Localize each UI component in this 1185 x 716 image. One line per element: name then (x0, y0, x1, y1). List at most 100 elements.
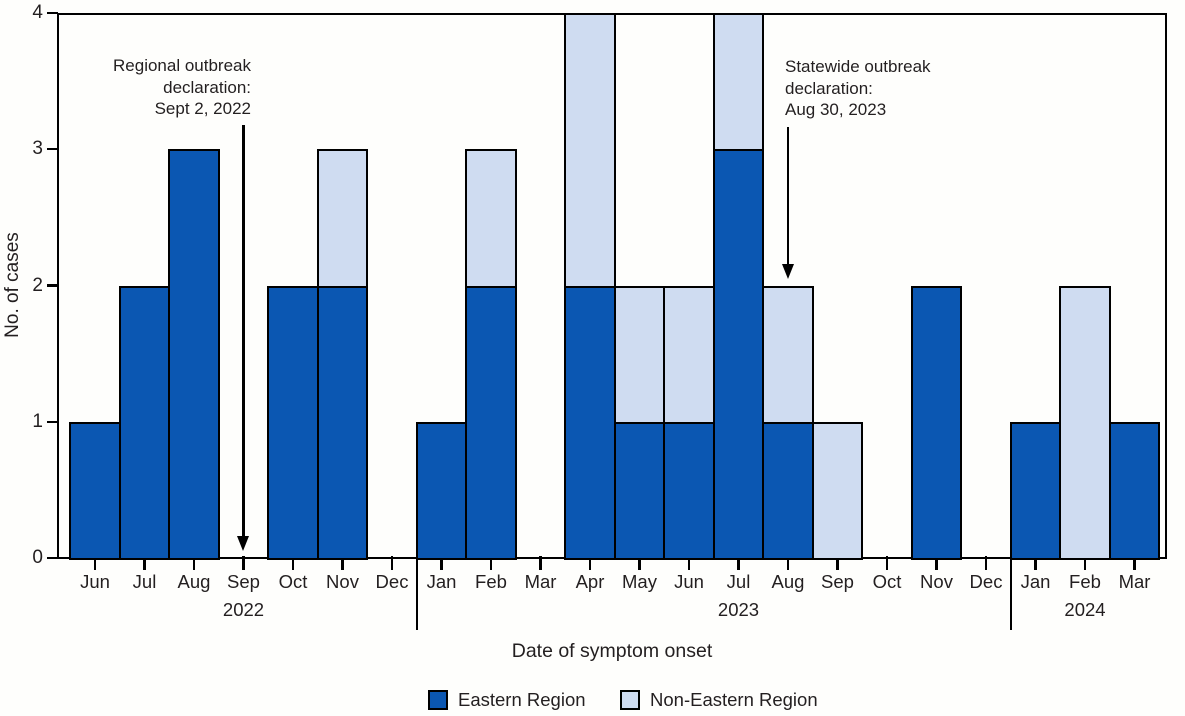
y-axis-tick (47, 11, 58, 15)
bar-segment-non-eastern (1059, 285, 1111, 560)
x-axis-title: Date of symptom onset (511, 640, 713, 662)
bar-segment-eastern (316, 285, 369, 560)
x-axis-year-label: 2024 (1064, 599, 1106, 620)
x-axis-month-label: Jun (80, 571, 110, 592)
x-axis-tick (1083, 556, 1087, 570)
y-axis-tick-label: 1 (32, 410, 43, 432)
x-axis-tick (143, 556, 146, 570)
annotation-text-line: Regional outbreak (113, 56, 251, 75)
legend-swatch (428, 690, 448, 710)
year-divider-line (415, 556, 418, 630)
year-divider-line (1009, 556, 1012, 630)
x-axis-tick (687, 556, 691, 570)
bar-segment-eastern (465, 285, 517, 560)
annotation-arrow-head (237, 536, 249, 551)
bar-segment-eastern (613, 421, 666, 560)
annotation-arrow-head (781, 263, 794, 279)
x-axis-month-label: Aug (177, 571, 211, 592)
x-axis-month-label: Jul (132, 571, 157, 592)
x-axis-month-label: Aug (771, 571, 805, 592)
annotation-arrow-line (242, 125, 245, 538)
x-axis-month-label: Dec (969, 571, 1003, 592)
annotation-text-line: Aug 30, 2023 (785, 100, 887, 119)
x-axis-month-label: Apr (575, 571, 605, 592)
x-axis-tick (291, 556, 295, 570)
x-axis-tick (440, 556, 443, 570)
y-axis-tick (47, 420, 58, 423)
annotation-text-line: Sept 2, 2022 (154, 99, 251, 118)
x-axis-month-label: Sep (821, 571, 854, 592)
bar-segment-eastern (69, 421, 121, 560)
x-axis-tick (341, 556, 344, 570)
bar-segment-eastern (1009, 421, 1062, 560)
x-axis-month-label: Jun (674, 571, 704, 592)
legend-item: Eastern Region (428, 688, 586, 712)
legend-label: Non-Eastern Region (650, 689, 818, 710)
x-axis-tick (242, 556, 245, 570)
x-axis-tick (588, 556, 592, 570)
bar-segment-non-eastern (663, 285, 715, 424)
x-axis-tick (737, 556, 740, 570)
bar-segment-eastern (267, 285, 319, 560)
bar-segment-eastern (910, 285, 963, 560)
x-axis-year-label: 2023 (717, 599, 760, 620)
x-axis-month-label: Nov (326, 571, 359, 592)
x-axis-month-label: May (622, 571, 657, 592)
x-axis-tick (836, 556, 839, 570)
bar-segment-non-eastern (564, 13, 616, 288)
annotation-text: Statewide outbreak declaration: Aug 30, 20… (785, 56, 955, 121)
x-axis-month-label: Jul (726, 571, 751, 592)
y-axis-tick (47, 556, 58, 560)
bar-segment-non-eastern (712, 13, 765, 152)
bar-segment-eastern (712, 149, 765, 560)
x-axis-tick (390, 556, 394, 570)
x-axis-tick (539, 556, 542, 570)
bar-segment-non-eastern (613, 285, 666, 424)
bar-segment-non-eastern (465, 149, 517, 288)
bar-segment-non-eastern (811, 421, 864, 560)
bar-segment-eastern (762, 421, 814, 560)
legend-item: Non-Eastern Region (620, 688, 818, 712)
bar-segment-non-eastern (762, 285, 814, 424)
x-axis-tick (885, 556, 889, 570)
annotation-text-line: declaration: (785, 78, 873, 98)
bar-segment-eastern (168, 149, 220, 560)
x-axis-tick (935, 556, 938, 570)
x-axis-tick (1133, 556, 1136, 570)
annotation-arrow-line (787, 127, 790, 266)
bar-segment-eastern (1108, 421, 1161, 560)
bar-segment-eastern (118, 285, 171, 560)
annotation-text-line: Statewide outbreak (785, 57, 931, 76)
annotation-text-line: declaration: (163, 77, 251, 97)
y-axis-tick (47, 148, 58, 151)
x-axis-month-label: Oct (872, 571, 902, 592)
legend: Eastern Region Non-Eastern Region (0, 688, 1185, 714)
y-axis-tick-label: 0 (32, 547, 43, 568)
annotation-text: Regional outbreak declaration: Sept 2, 202… (91, 55, 251, 120)
x-axis-month-label: Dec (375, 571, 409, 592)
x-axis-month-label: Mar (1118, 571, 1151, 592)
x-axis-month-label: Jan (1020, 571, 1051, 592)
x-axis-tick (489, 556, 493, 570)
x-axis-tick (1034, 556, 1037, 570)
bar-segment-eastern (415, 421, 468, 560)
x-axis-tick (93, 556, 97, 570)
x-axis-month-label: Feb (475, 571, 507, 592)
x-axis-tick (786, 556, 790, 570)
y-axis-tick-label: 4 (32, 2, 43, 23)
y-axis-tick-label: 2 (32, 274, 43, 296)
x-axis-month-label: Oct (278, 571, 308, 592)
legend-swatch (620, 690, 640, 710)
y-axis-tick-label: 3 (32, 138, 43, 160)
y-axis-tick (47, 284, 58, 287)
bar-segment-non-eastern (316, 149, 369, 288)
x-axis-tick (984, 556, 988, 570)
legend-label: Eastern Region (458, 689, 586, 710)
x-axis-month-label: Nov (920, 571, 953, 592)
x-axis-month-label: Mar (524, 571, 557, 592)
bar-segment-eastern (663, 421, 715, 560)
x-axis-month-label: Jan (426, 571, 457, 592)
x-axis-tick (192, 556, 196, 570)
